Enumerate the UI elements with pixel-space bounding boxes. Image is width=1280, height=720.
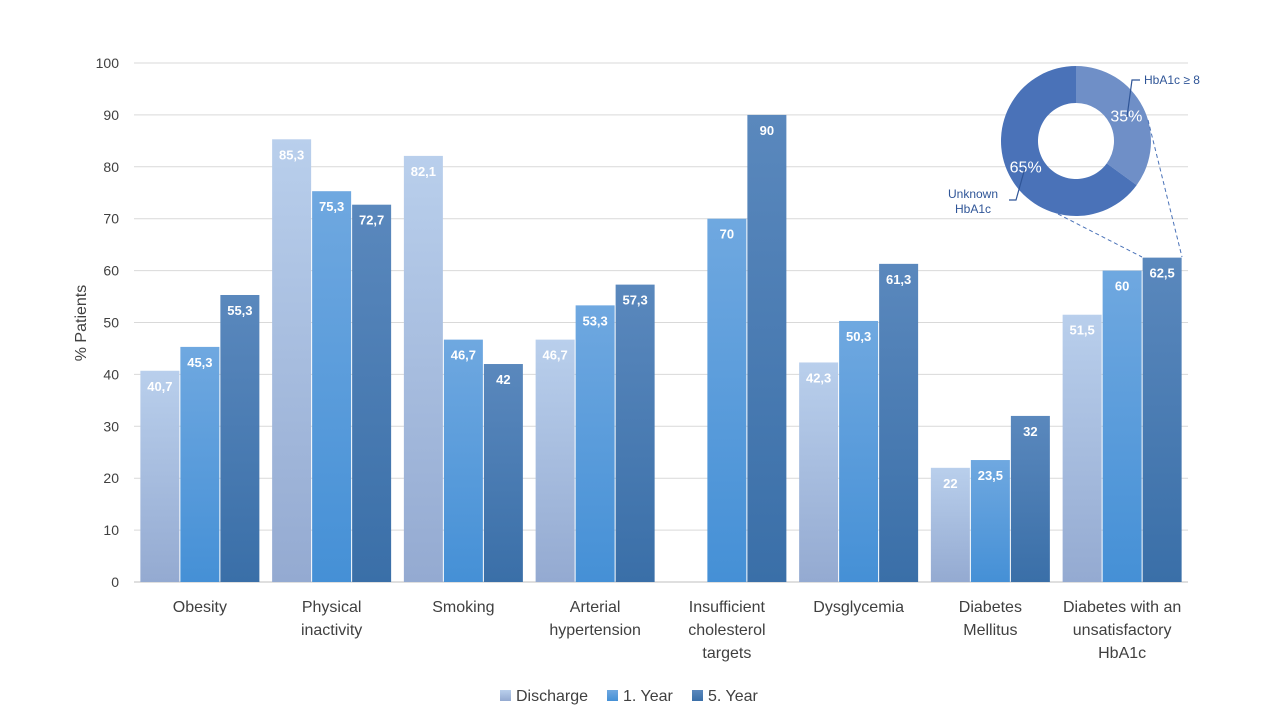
data-label: 42,3 xyxy=(806,370,831,385)
legend-label: 5. Year xyxy=(708,688,759,705)
y-tick-label: 30 xyxy=(103,418,119,434)
y-tick-label: 100 xyxy=(96,55,120,71)
category-label: Smoking xyxy=(432,599,494,616)
data-label: 42 xyxy=(496,372,510,387)
category-label: Diabetes Mellitus xyxy=(959,599,1022,639)
bar xyxy=(220,294,260,582)
bar xyxy=(1102,270,1142,582)
data-label: 60 xyxy=(1115,279,1129,294)
data-label: 46,7 xyxy=(542,348,567,363)
bar xyxy=(443,339,483,582)
callout-line xyxy=(1009,167,1026,201)
data-label: 51,5 xyxy=(1069,323,1094,338)
callout-line xyxy=(1126,79,1140,118)
data-label: 72,7 xyxy=(359,213,384,228)
data-label: 50,3 xyxy=(846,329,871,344)
y-axis-title: % Patients xyxy=(73,285,90,361)
legend-swatch xyxy=(500,690,511,701)
data-label: 32 xyxy=(1023,424,1037,439)
connector-line xyxy=(1147,119,1183,258)
bar xyxy=(707,218,747,582)
data-label: 46,7 xyxy=(451,348,476,363)
y-tick-label: 70 xyxy=(103,211,119,227)
inset-donut: 35% 65% HbA1c ≥ 8 Unknown HbA1c xyxy=(948,66,1200,258)
bar xyxy=(930,467,970,582)
bar xyxy=(879,263,919,582)
data-label: 90 xyxy=(760,123,774,138)
data-label: 62,5 xyxy=(1149,266,1174,281)
data-label: 70 xyxy=(720,227,734,242)
data-label: 53,3 xyxy=(582,313,607,328)
category-label: Insufficient cholesterol targets xyxy=(688,599,765,662)
legend-swatch xyxy=(607,690,618,701)
bar xyxy=(312,191,352,582)
bar xyxy=(615,284,655,582)
donut-slice xyxy=(1000,66,1137,216)
legend-swatch xyxy=(692,690,703,701)
legend: Discharge 1. Year 5. Year xyxy=(500,688,759,705)
bar xyxy=(1010,415,1050,582)
category-label: Dysglycemia xyxy=(813,599,904,616)
bar xyxy=(575,305,615,582)
data-label: 40,7 xyxy=(147,379,172,394)
y-tick-label: 90 xyxy=(103,107,119,123)
bar xyxy=(970,460,1010,582)
data-labels: 40,7 45,3 55,3 85,3 75,3 72,7 82,1 46,7 42 46,7 53… xyxy=(147,123,1175,491)
donut-percent-label: 35% xyxy=(1110,108,1142,125)
y-tick-label: 60 xyxy=(103,263,119,279)
y-axis-ticks: 0 10 20 30 40 50 60 70 80 90 100 xyxy=(96,55,120,590)
data-label: 85,3 xyxy=(279,147,304,162)
bar xyxy=(839,320,879,582)
data-label: 75,3 xyxy=(319,199,344,214)
data-label: 55,3 xyxy=(227,303,252,318)
legend-label: Discharge xyxy=(516,688,588,705)
y-tick-label: 10 xyxy=(103,522,119,538)
connector-line xyxy=(1057,213,1143,258)
bar xyxy=(799,362,839,582)
data-label: 82,1 xyxy=(411,164,436,179)
bars xyxy=(140,114,1182,583)
data-label: 57,3 xyxy=(622,293,647,308)
donut-annotation-label: Unknown HbA1c xyxy=(948,187,998,216)
bar xyxy=(535,339,575,582)
bar xyxy=(272,139,312,582)
category-label: Physical inactivity xyxy=(301,599,362,639)
bar xyxy=(483,364,523,582)
bar xyxy=(747,114,787,583)
y-tick-label: 50 xyxy=(103,315,119,331)
category-label: Diabetes with an unsatisfactory HbA1c xyxy=(1063,599,1181,662)
donut-slice xyxy=(1076,66,1151,186)
category-labels: Obesity Physical inactivity Smoking Arterial… xyxy=(173,599,1182,662)
data-label: 45,3 xyxy=(187,355,212,370)
bar xyxy=(140,370,180,582)
bar xyxy=(1142,257,1182,582)
category-label: Arterial hypertension xyxy=(549,599,641,639)
category-label: Obesity xyxy=(173,599,227,616)
data-label: 22 xyxy=(943,476,957,491)
bar xyxy=(1062,314,1102,582)
y-tick-label: 80 xyxy=(103,159,119,175)
legend-label: 1. Year xyxy=(623,688,674,705)
donut-annotation-label: HbA1c ≥ 8 xyxy=(1144,73,1200,87)
bar xyxy=(403,155,443,582)
data-label: 23,5 xyxy=(978,468,1003,483)
y-tick-label: 40 xyxy=(103,366,119,382)
bar xyxy=(180,346,220,582)
donut-percent-label: 65% xyxy=(1010,160,1042,177)
bar xyxy=(352,204,392,582)
data-label: 61,3 xyxy=(886,272,911,287)
y-tick-label: 20 xyxy=(103,470,119,486)
y-tick-label: 0 xyxy=(111,574,119,590)
